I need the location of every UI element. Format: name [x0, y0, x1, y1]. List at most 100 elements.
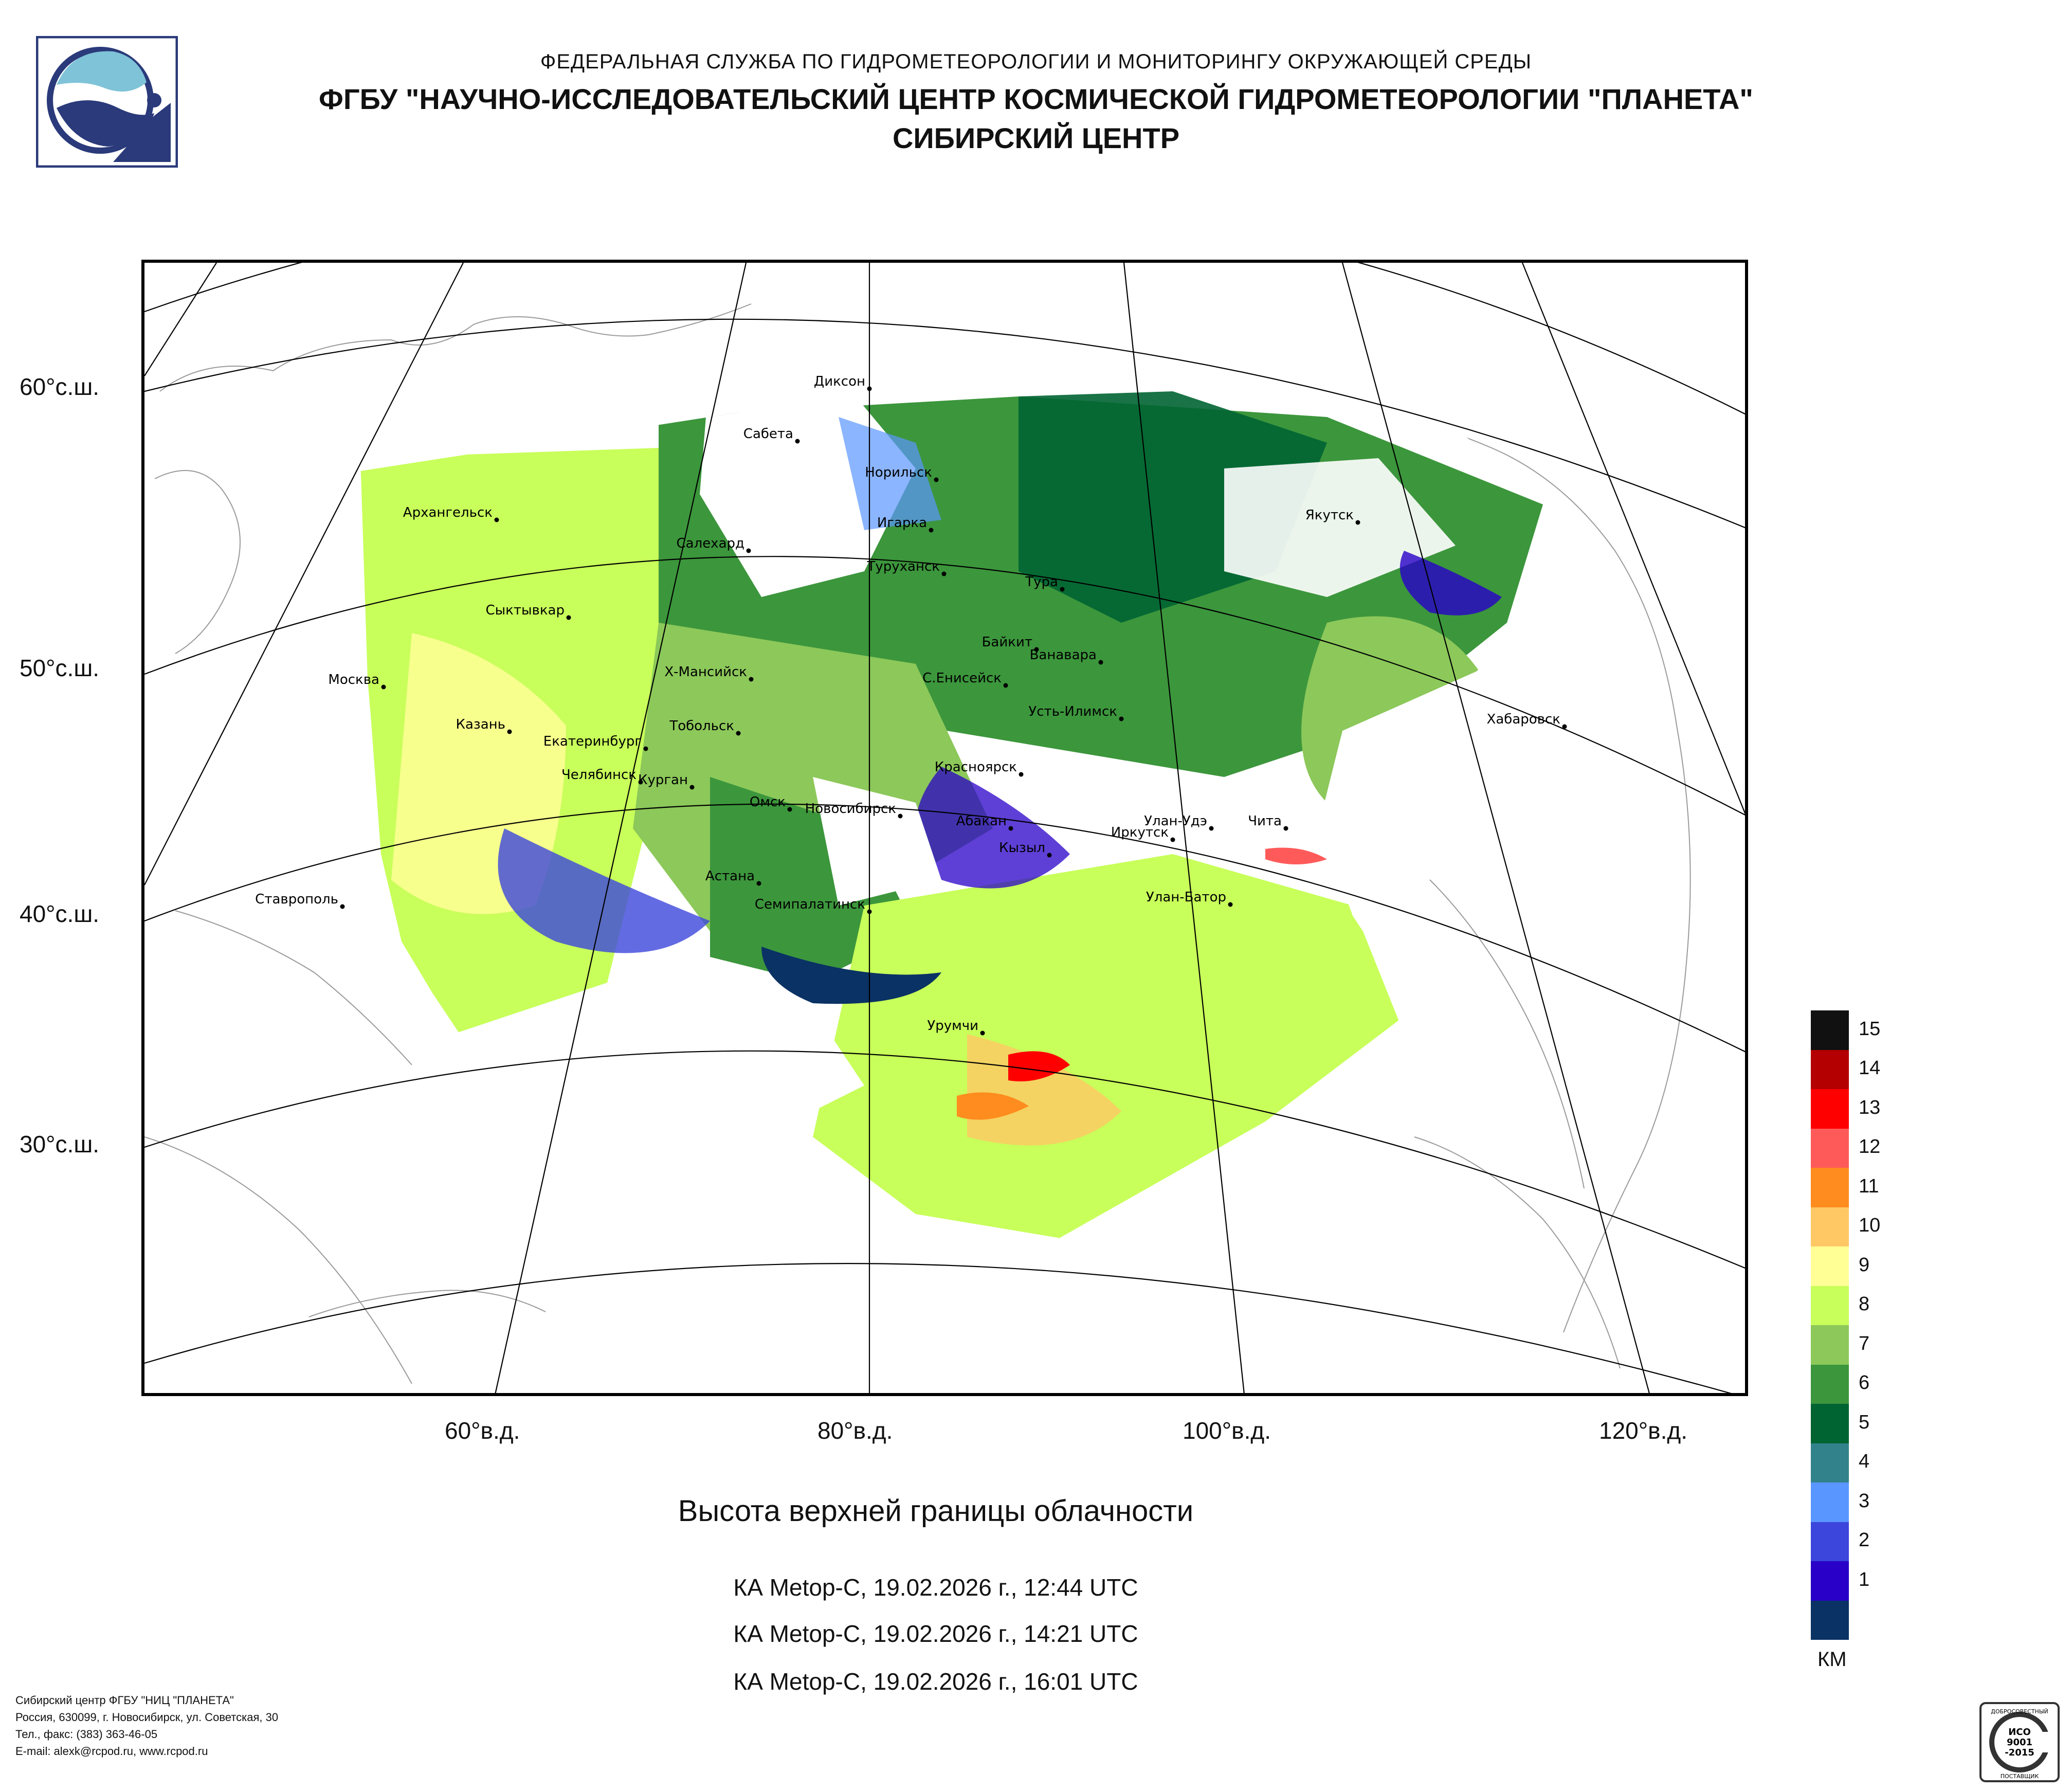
city-label: Иркутск [1111, 825, 1169, 840]
city-label: Новосибирск [805, 801, 896, 817]
cloud-top-height-map: Диксон Сабета Норильск Архангельск Игарка Яку… [141, 260, 1748, 1396]
legend-swatch [1811, 1168, 1849, 1207]
lon-label-100: 100°в.д. [1183, 1417, 1271, 1444]
city-label: Астана [705, 869, 755, 884]
lon-label-80: 80°в.д. [817, 1417, 893, 1444]
city-label: Урумчи [927, 1018, 978, 1034]
satellite-pass-2: КА Metop-C, 19.02.2026 г., 14:21 UTC [733, 1620, 1138, 1647]
city-label: Х-Мансийск [664, 664, 747, 680]
city-label: Улан-Батор [1146, 890, 1226, 905]
city-marker [929, 528, 934, 533]
city-marker [980, 1030, 985, 1036]
city-label: Хабаровск [1487, 712, 1560, 727]
legend-swatch [1811, 1561, 1849, 1601]
city-marker [736, 731, 741, 736]
city-label: Омск [750, 794, 786, 810]
planeta-logo [36, 36, 178, 168]
city-label: Ванавара [1030, 647, 1097, 663]
city-marker [749, 677, 754, 682]
legend-level-label: 13 [1859, 1096, 1881, 1118]
legend-level-label: 10 [1859, 1215, 1881, 1236]
city-label: Сыктывкар [485, 603, 565, 618]
footer-contacts: Сибирский центр ФГБУ "НИЦ "ПЛАНЕТА" Росс… [15, 1692, 278, 1760]
svg-text:ПОСТАВЩИК: ПОСТАВЩИК [2001, 1773, 2039, 1780]
city-label: Туруханск [867, 559, 940, 574]
legend-level-label: 8 [1859, 1293, 1870, 1315]
legend-level-label: 9 [1859, 1254, 1870, 1276]
legend-swatch [1811, 1404, 1849, 1443]
city-labels: Диксон Сабета Норильск Архангельск Игарка Яку… [255, 374, 1567, 1036]
svg-text:ДОБРОСОВЕСТНЫЙ: ДОБРОСОВЕСТНЫЙ [1991, 1708, 2048, 1715]
footer-org: Сибирский центр ФГБУ "НИЦ "ПЛАНЕТА" [15, 1694, 234, 1707]
city-marker [934, 477, 939, 482]
footer-email: E-mail: alexk@rcpod.ru, www.rcpod.ru [15, 1745, 208, 1758]
legend-level-label: 5 [1859, 1411, 1870, 1433]
legend-swatch [1811, 1482, 1849, 1522]
legend-swatch [1811, 1364, 1849, 1404]
svg-text:9001: 9001 [2007, 1737, 2032, 1748]
city-label: Улан-Удэ [1144, 813, 1207, 829]
city-label: Диксон [814, 374, 865, 389]
city-label: Кызыл [999, 840, 1045, 856]
svg-text:ИСО: ИСО [2008, 1727, 2031, 1738]
lat-label-60: 60°с.ш. [20, 373, 100, 400]
city-marker [1119, 716, 1124, 721]
city-label: Ставрополь [255, 892, 338, 907]
city-marker [1060, 587, 1065, 592]
city-marker [1562, 724, 1567, 729]
legend-level-label: 6 [1859, 1372, 1870, 1394]
city-marker [898, 813, 903, 819]
legend-unit: КМ [1817, 1648, 1847, 1671]
city-marker [1047, 853, 1052, 858]
city-marker [1283, 826, 1288, 831]
city-marker [795, 439, 800, 444]
svg-text:-2015: -2015 [2005, 1747, 2034, 1758]
city-marker [1098, 660, 1103, 665]
legend-level-label: 15 [1859, 1018, 1881, 1040]
city-marker [494, 517, 499, 522]
city-marker [638, 780, 643, 785]
footer-address: Россия, 630099, г. Новосибирск, ул. Сове… [15, 1711, 279, 1724]
legend-level-label: 4 [1859, 1451, 1870, 1472]
legend-level-label: 11 [1859, 1175, 1879, 1197]
graticule [144, 263, 1745, 1393]
city-marker [507, 729, 512, 734]
city-label: Сабета [743, 426, 793, 442]
city-label: Абакан [956, 813, 1007, 829]
lon-label-60: 60°в.д. [445, 1417, 520, 1444]
legend-swatch [1811, 1128, 1849, 1168]
city-label: Тобольск [669, 718, 734, 734]
satellite-pass-1: КА Metop-C, 19.02.2026 г., 12:44 UTC [733, 1574, 1138, 1601]
city-marker [756, 881, 761, 886]
center-name: ФГБУ "НАУЧНО-ИССЛЕДОВАТЕЛЬСКИЙ ЦЕНТР КОС… [319, 83, 1753, 115]
city-label: Тура [1025, 574, 1058, 590]
city-marker [381, 684, 386, 690]
city-label: Норильск [865, 465, 932, 480]
city-marker [643, 746, 648, 751]
legend-level-label: 2 [1859, 1529, 1870, 1551]
city-label: Чита [1248, 813, 1282, 829]
city-marker [746, 548, 751, 553]
legend-swatch [1811, 1286, 1849, 1325]
lat-label-40: 40°с.ш. [20, 900, 100, 927]
height-legend [1811, 1010, 1849, 1640]
city-marker [1170, 837, 1175, 842]
city-label: Архангельск [403, 505, 493, 520]
legend-level-label: 14 [1859, 1057, 1881, 1079]
legend-swatch [1811, 1443, 1849, 1482]
legend-swatch [1811, 1600, 1849, 1640]
city-marker [867, 386, 872, 391]
city-label: Усть-Илимск [1028, 704, 1117, 719]
city-marker [1003, 683, 1008, 688]
map-canvas: Диксон Сабета Норильск Архангельск Игарка Яку… [144, 263, 1745, 1393]
city-marker [941, 571, 947, 576]
city-marker [340, 904, 345, 909]
city-marker [1209, 826, 1214, 831]
city-marker [1034, 647, 1039, 652]
legend-level-label: 3 [1859, 1490, 1870, 1512]
city-marker [1008, 826, 1013, 831]
city-marker [867, 909, 872, 914]
city-label: Курган [638, 772, 688, 788]
city-marker [689, 785, 695, 790]
map-title: Высота верхней границы облачности [678, 1494, 1194, 1528]
